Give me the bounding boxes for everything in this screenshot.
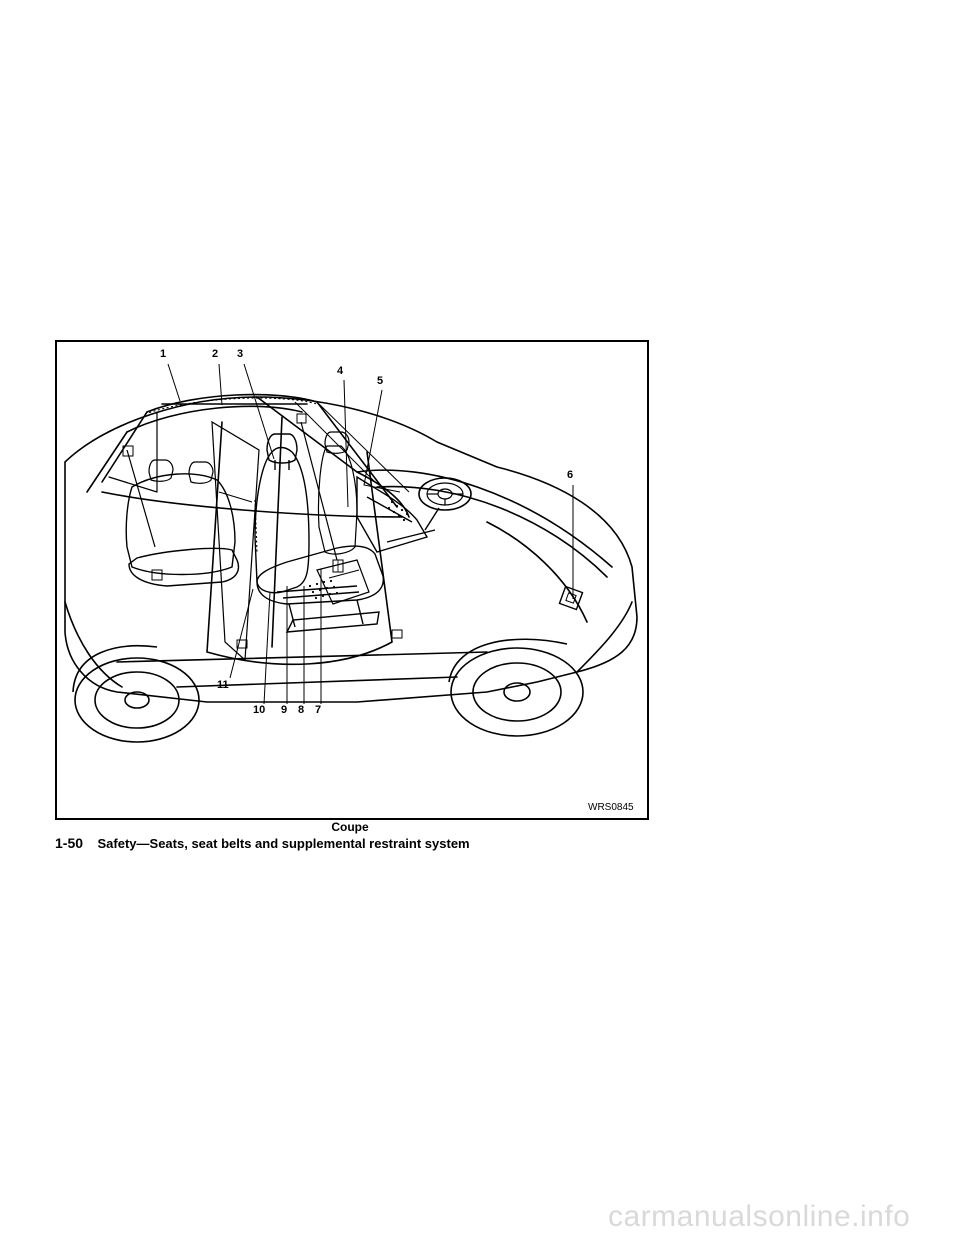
callout-label-1: 1 bbox=[160, 348, 166, 360]
manual-page: WRS0845 Coupe 1-50 Safety—Seats, seat be… bbox=[0, 0, 960, 1242]
watermark-text: carmanualsonline.info bbox=[608, 1200, 910, 1234]
callout-label-2: 2 bbox=[212, 348, 218, 360]
callout-label-3: 3 bbox=[237, 348, 243, 360]
diagram-frame bbox=[55, 340, 649, 820]
section-title: Safety—Seats, seat belts and supplementa… bbox=[98, 836, 470, 851]
callout-label-8: 8 bbox=[298, 704, 304, 716]
page-number: 1-50 bbox=[55, 835, 83, 851]
callout-label-5: 5 bbox=[377, 375, 383, 387]
callout-label-4: 4 bbox=[337, 365, 343, 377]
callout-label-10: 10 bbox=[253, 704, 265, 716]
callout-label-11: 11 bbox=[217, 679, 229, 691]
callout-label-7: 7 bbox=[315, 704, 321, 716]
diagram-code: WRS0845 bbox=[588, 802, 634, 813]
callout-label-9: 9 bbox=[281, 704, 287, 716]
car-cutaway-diagram bbox=[57, 342, 647, 818]
diagram-caption: Coupe bbox=[55, 820, 645, 834]
callout-label-6: 6 bbox=[567, 469, 573, 481]
page-footer: 1-50 Safety—Seats, seat belts and supple… bbox=[55, 835, 470, 851]
